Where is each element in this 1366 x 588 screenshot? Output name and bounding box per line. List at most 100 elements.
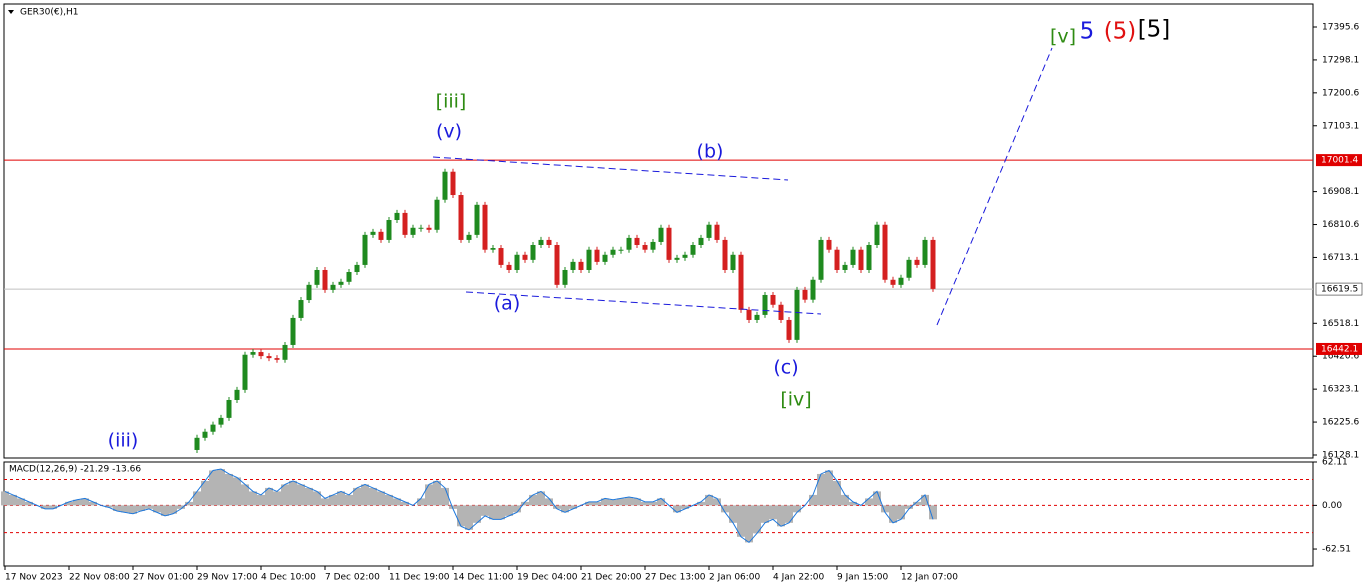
macd-bar [729, 505, 737, 523]
macd-bar [481, 505, 489, 516]
candle [906, 259, 912, 278]
macd-bar [49, 505, 57, 509]
macd-bar [657, 498, 665, 506]
price-level-label: 16619.5 [1321, 285, 1358, 295]
candle [778, 304, 784, 320]
macd-bar [561, 505, 569, 513]
macd-bar [513, 505, 521, 513]
macd-bar [753, 505, 761, 534]
price-level-label: 16442.1 [1321, 344, 1358, 354]
macd-bar [497, 505, 505, 520]
candle [826, 239, 832, 250]
macd-bar [89, 501, 97, 506]
candle [234, 389, 240, 400]
macd-bar [745, 505, 753, 543]
candle [322, 269, 328, 290]
candle [578, 261, 584, 270]
x-tick-label: 9 Jan 15:00 [837, 573, 889, 583]
candle [802, 289, 808, 300]
macd-bar [889, 505, 897, 523]
macd-bar [129, 505, 137, 514]
y-tick-label: 17200.6 [1322, 88, 1359, 98]
candle [546, 239, 552, 245]
macd-bar [841, 494, 849, 506]
macd-bar [225, 473, 233, 506]
candle [586, 249, 592, 270]
macd-bar [425, 484, 433, 506]
x-tick-label: 27 Dec 13:00 [645, 573, 706, 583]
y-tick-label: 17395.6 [1322, 22, 1359, 32]
macd-bar [305, 487, 313, 506]
candle [330, 284, 336, 290]
macd-bar [905, 505, 913, 509]
macd-line [4, 468, 934, 544]
candle [506, 264, 512, 270]
candle [202, 431, 208, 438]
macd-bar [649, 501, 657, 506]
wave-label: (v) [436, 121, 462, 143]
candle [834, 249, 840, 270]
wave-label: (5) [1104, 19, 1137, 45]
macd-tick-label: -62.51 [1322, 545, 1351, 555]
macd-bar [825, 470, 833, 506]
y-tick-label: 17103.1 [1322, 121, 1359, 131]
candle [298, 300, 304, 318]
macd-bar [593, 501, 601, 506]
macd-bar [385, 494, 393, 506]
candle [250, 352, 256, 355]
macd-bar [289, 480, 297, 506]
macd-bar [441, 487, 449, 506]
macd-bar [17, 498, 25, 506]
macd-bar [625, 496, 633, 506]
x-tick-label: 7 Dec 02:00 [325, 573, 380, 583]
x-tick-label: 27 Nov 01:00 [133, 573, 194, 583]
macd-bar [9, 494, 17, 506]
candle [522, 254, 528, 260]
macd-bar [873, 491, 881, 506]
macd-bar [809, 494, 817, 506]
candle [274, 358, 280, 360]
candle [562, 269, 568, 285]
candle [754, 314, 760, 320]
macd-bar [121, 505, 129, 513]
macd-bar [161, 505, 169, 516]
x-tick-label: 2 Jan 06:00 [709, 573, 761, 583]
candle [514, 254, 520, 270]
macd-bar [201, 480, 209, 506]
candle [482, 204, 488, 250]
macd-bar [585, 501, 593, 506]
macd-tick-label: 62.11 [1322, 458, 1348, 468]
candle [890, 279, 896, 285]
macd-bar [881, 505, 889, 513]
y-tick-label: 16713.1 [1322, 253, 1359, 263]
macd-bar [865, 498, 873, 506]
macd-bar [193, 491, 201, 506]
macd-bar [281, 484, 289, 506]
candle [450, 171, 456, 196]
candle [210, 424, 216, 432]
candle [570, 261, 576, 270]
macd-bar [345, 494, 353, 506]
x-tick-label: 21 Dec 20:00 [581, 573, 642, 583]
macd-bar [785, 505, 793, 523]
macd-bar [417, 498, 425, 506]
macd-bar [145, 505, 153, 509]
y-tick-label: 17298.1 [1322, 55, 1359, 65]
macd-bar [913, 501, 921, 506]
candle [722, 239, 728, 270]
candle [362, 234, 368, 265]
macd-bar [489, 505, 497, 520]
macd-bar [241, 484, 249, 506]
macd-bar [537, 491, 545, 506]
macd-bar [505, 505, 513, 516]
macd-bar [473, 505, 481, 523]
candle [818, 239, 824, 280]
y-tick-label: 16518.1 [1322, 319, 1359, 329]
price-level-label: 17001.4 [1321, 156, 1358, 166]
macd-bar [321, 498, 329, 506]
macd-bar [633, 498, 641, 506]
macd-bar [833, 480, 841, 506]
candle [594, 249, 600, 262]
macd-bar [105, 505, 113, 508]
